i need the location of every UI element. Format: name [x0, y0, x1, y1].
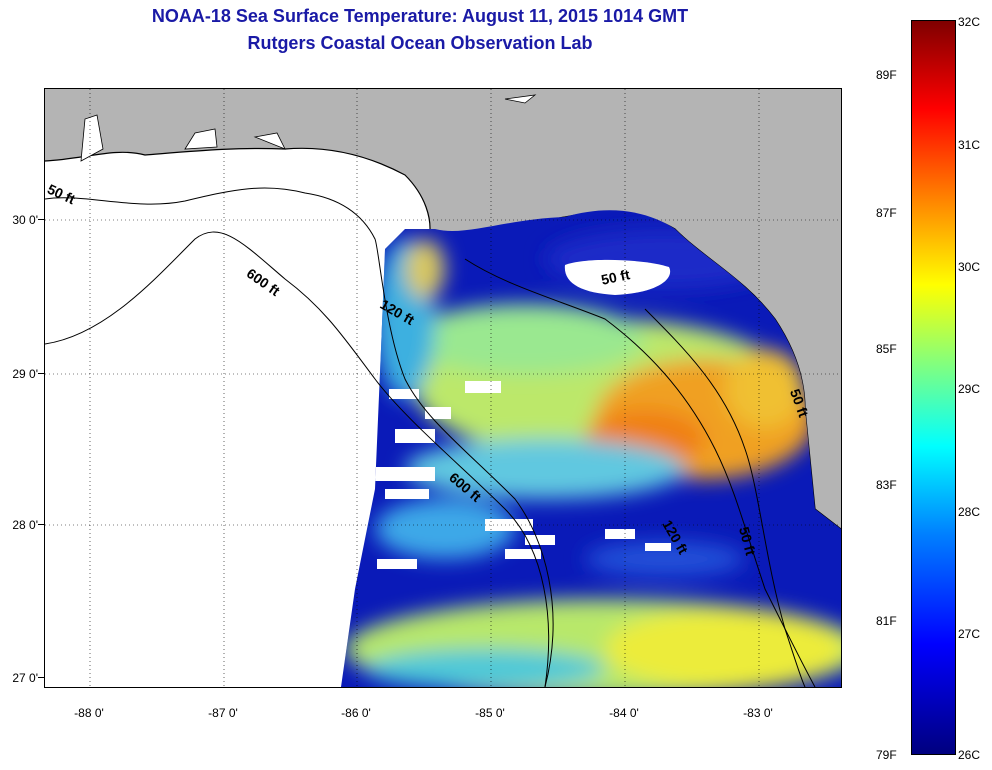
colorbar-label-87f: 87F — [876, 206, 897, 220]
sst-map-graphic — [45, 89, 841, 687]
lon-label-87: -87 0' — [208, 706, 238, 720]
lon-label-88: -88 0' — [74, 706, 104, 720]
sst-map: 50 ft 600 ft 120 ft 50 ft 600 ft 120 ft … — [44, 88, 842, 688]
lat-label-30: 30 0' — [12, 213, 38, 227]
colorbar-label-30c: 30C — [958, 260, 981, 274]
lat-label-28: 28 0' — [12, 518, 38, 532]
tick-lat-30 — [38, 219, 44, 220]
tick-lat-27 — [38, 677, 44, 678]
lon-label-85: -85 0' — [475, 706, 505, 720]
cloud-patches — [375, 259, 671, 569]
colorbar-label-29c: 29C — [958, 382, 981, 396]
colorbar-label-85f: 85F — [876, 342, 897, 356]
colorbar-label-89f: 89F — [876, 68, 897, 82]
graticule — [45, 89, 841, 687]
depth-contours — [45, 187, 816, 687]
colorbar-label-83f: 83F — [876, 478, 897, 492]
colorbar-label-31c: 31C — [958, 138, 981, 152]
map-title: NOAA-18 Sea Surface Temperature: August … — [151, 6, 689, 26]
colorbar-label-79f: 79F — [876, 748, 897, 762]
colorbar-label-32c: 32C — [958, 15, 981, 29]
bay-inlets — [80, 94, 537, 162]
colorbar-label-28c: 28C — [958, 505, 981, 519]
colorbar-label-27c: 27C — [958, 627, 981, 641]
colorbar-label-26c: 26C — [958, 748, 981, 762]
lon-label-84: -84 0' — [609, 706, 639, 720]
tick-lat-28 — [38, 524, 44, 525]
lat-label-27: 27 0' — [12, 671, 38, 685]
colorbar-gradient — [912, 21, 955, 754]
lat-label-29: 29 0' — [12, 367, 38, 381]
lon-label-83: -83 0' — [743, 706, 773, 720]
lon-label-86: -86 0' — [341, 706, 371, 720]
tick-lat-29 — [38, 373, 44, 374]
colorbar-label-81f: 81F — [876, 614, 897, 628]
temperature-colorbar — [911, 20, 956, 755]
map-subtitle: Rutgers Coastal Ocean Observation Lab — [247, 33, 593, 53]
